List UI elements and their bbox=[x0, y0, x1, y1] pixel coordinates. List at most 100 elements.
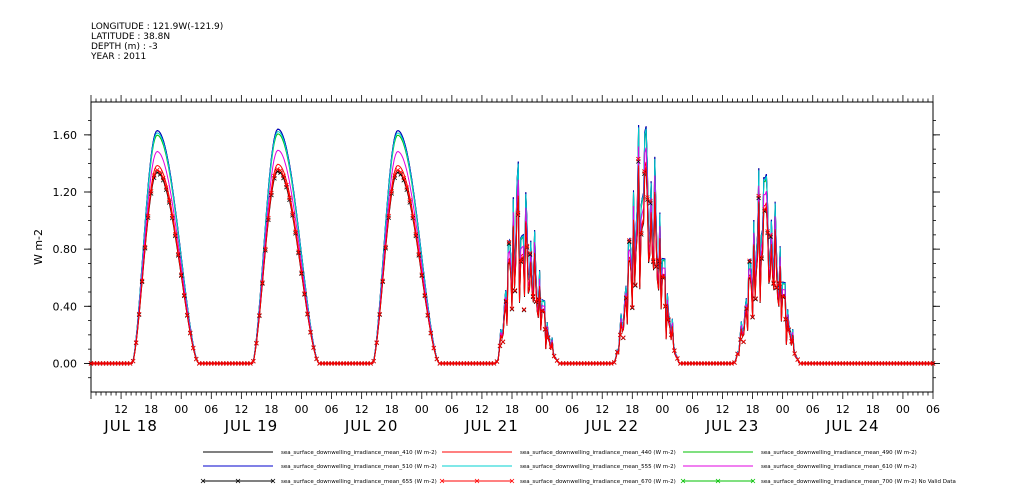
series-marker-7 bbox=[410, 214, 416, 219]
series-marker-7 bbox=[377, 311, 382, 317]
series-marker-7 bbox=[184, 312, 190, 318]
series-marker-7 bbox=[145, 213, 151, 219]
latitude-label: LATITUDE : 38.8N bbox=[91, 32, 171, 42]
series-marker-7 bbox=[491, 361, 497, 366]
series-marker-7 bbox=[293, 229, 298, 235]
legend-label: sea_surface_downwelling_irradiance_mean_… bbox=[761, 479, 956, 485]
series-marker-7 bbox=[314, 356, 319, 362]
series-marker-7 bbox=[551, 353, 557, 359]
x-tick-label: 00 bbox=[295, 403, 309, 416]
series-marker-7 bbox=[633, 282, 638, 287]
series-marker-7 bbox=[142, 244, 148, 250]
series-marker-7 bbox=[518, 258, 524, 263]
series-marker-7 bbox=[648, 198, 653, 204]
legend-marker bbox=[509, 478, 515, 484]
series-marker-6 bbox=[747, 259, 752, 265]
legend-label: sea_surface_downwelling_irradiance_mean_… bbox=[281, 450, 437, 456]
legend-marker bbox=[439, 478, 445, 484]
x-tick-label: 18 bbox=[264, 403, 278, 416]
series-marker-7 bbox=[368, 361, 373, 366]
y-tick-label: 0.40 bbox=[53, 300, 78, 313]
series-marker-7 bbox=[130, 358, 136, 364]
series-marker-7 bbox=[765, 229, 770, 234]
y-tick-label: 0.00 bbox=[53, 357, 78, 370]
series-marker-7 bbox=[287, 195, 292, 201]
series-marker-6 bbox=[756, 195, 761, 201]
series-marker-7 bbox=[398, 169, 404, 175]
series-marker-7 bbox=[930, 361, 936, 366]
series-marker-7 bbox=[305, 311, 310, 316]
series-marker-7 bbox=[780, 293, 785, 299]
series-marker-7 bbox=[756, 193, 761, 199]
series-marker-7 bbox=[548, 344, 554, 349]
x-tick-label: 12 bbox=[836, 403, 850, 416]
series-marker-7 bbox=[428, 330, 434, 336]
x-tick-label: 06 bbox=[926, 403, 940, 416]
series-marker-7 bbox=[419, 272, 425, 277]
series-marker-7 bbox=[431, 345, 437, 351]
series-marker-7 bbox=[181, 292, 187, 298]
series-marker-7 bbox=[759, 255, 764, 260]
date-label: JUL 21 bbox=[464, 417, 519, 435]
legend-label: sea_surface_downwelling_irradiance_mean_… bbox=[520, 450, 676, 456]
series-marker-7 bbox=[139, 278, 145, 284]
series-marker-7 bbox=[506, 239, 512, 245]
series-marker-7 bbox=[521, 307, 527, 312]
x-tick-label: 06 bbox=[565, 403, 579, 416]
series-marker-7 bbox=[666, 317, 671, 322]
series-marker-7 bbox=[254, 340, 259, 346]
x-tick-label: 06 bbox=[806, 403, 820, 416]
series-marker-7 bbox=[747, 258, 752, 264]
series-marker-7 bbox=[169, 214, 175, 219]
series-marker-6 bbox=[753, 296, 758, 302]
series-marker-7 bbox=[263, 246, 268, 252]
series-marker-7 bbox=[260, 280, 265, 285]
series-marker-7 bbox=[530, 293, 536, 299]
series-marker-7 bbox=[127, 361, 133, 366]
series-marker-7 bbox=[272, 173, 277, 179]
x-tick-label: 00 bbox=[776, 403, 790, 416]
x-tick-label: 00 bbox=[535, 403, 549, 416]
series-marker-7 bbox=[278, 168, 283, 173]
series-marker-7 bbox=[738, 336, 743, 342]
series-marker-7 bbox=[178, 272, 184, 277]
series-marker-6 bbox=[654, 264, 659, 269]
series-marker-6 bbox=[512, 288, 518, 294]
series-marker-7 bbox=[374, 340, 379, 345]
series-marker-7 bbox=[434, 356, 440, 362]
series-marker-7 bbox=[611, 360, 617, 365]
x-tick-label: 18 bbox=[866, 403, 880, 416]
x-tick-label: 18 bbox=[746, 403, 760, 416]
series-marker-7 bbox=[133, 340, 139, 345]
series-marker-7 bbox=[266, 215, 271, 221]
series-marker-7 bbox=[753, 296, 758, 301]
series-marker-7 bbox=[296, 249, 301, 255]
legend-label: sea_surface_downwelling_irradiance_mean_… bbox=[281, 479, 437, 485]
x-tick-label: 00 bbox=[655, 403, 669, 416]
series-marker-7 bbox=[148, 189, 154, 194]
legend-label: sea_surface_downwelling_irradiance_mean_… bbox=[520, 479, 676, 485]
x-tick-label: 06 bbox=[325, 403, 339, 416]
series-marker-6 bbox=[648, 200, 653, 206]
y-tick-label: 1.60 bbox=[53, 129, 78, 142]
x-tick-label: 06 bbox=[445, 403, 459, 416]
series-marker-7 bbox=[392, 173, 398, 178]
series-marker-6 bbox=[527, 252, 533, 257]
series-marker-7 bbox=[187, 330, 193, 336]
y-tick-label: 0.80 bbox=[53, 243, 78, 256]
series-marker-7 bbox=[311, 345, 316, 350]
date-label: JUL 20 bbox=[344, 417, 399, 435]
series-marker-7 bbox=[371, 358, 376, 364]
series-line-3 bbox=[91, 124, 933, 364]
series-marker-7 bbox=[539, 308, 545, 313]
x-tick-label: 18 bbox=[144, 403, 158, 416]
legend-marker bbox=[270, 478, 276, 484]
series-marker-6 bbox=[509, 306, 515, 312]
series-marker-7 bbox=[750, 314, 755, 320]
series-marker-7 bbox=[777, 280, 782, 286]
series-marker-7 bbox=[401, 175, 407, 181]
legend-label: sea_surface_downwelling_irradiance_mean_… bbox=[761, 464, 917, 470]
date-label: JUL 24 bbox=[825, 417, 880, 435]
x-tick-label: 12 bbox=[595, 403, 609, 416]
series-marker-7 bbox=[422, 292, 428, 298]
